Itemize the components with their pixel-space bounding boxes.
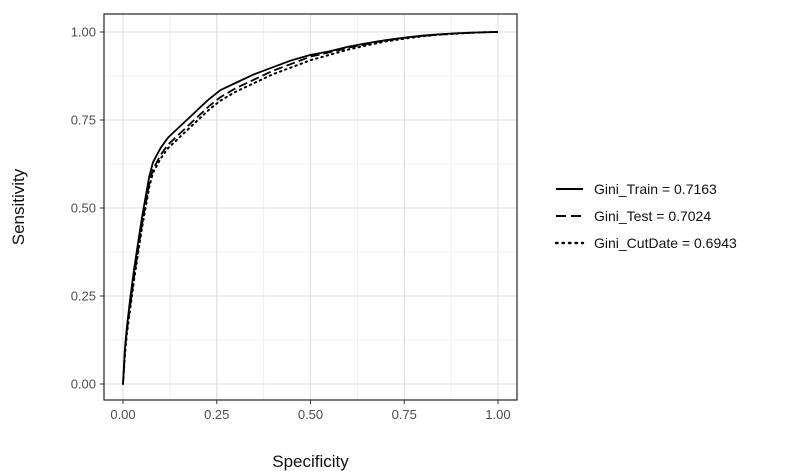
y-tick-label: 0.75 <box>71 113 96 128</box>
y-tick-label: 1.00 <box>71 25 96 40</box>
y-tick-label: 0.25 <box>71 289 96 304</box>
y-tick-label: 0.50 <box>71 201 96 216</box>
legend-label-1: Gini_Train = 0.7163 <box>594 181 717 197</box>
legend-label-3: Gini_CutDate = 0.6943 <box>594 235 737 251</box>
x-tick-label: 0.75 <box>392 407 417 422</box>
y-tick-label: 0.00 <box>71 377 96 392</box>
x-tick-label: 1.00 <box>485 407 510 422</box>
series-lines <box>122 31 499 385</box>
y-axis-title: Sensitivity <box>9 168 28 245</box>
x-tick-label: 0.00 <box>110 407 135 422</box>
series-line-3 <box>122 31 499 385</box>
axis-ticks: 0.00 0.25 0.50 0.75 1.00 0.00 0.25 0.50 0.75 1.00 <box>71 25 511 423</box>
x-axis-title: Specificity <box>272 452 349 471</box>
x-tick-label: 0.25 <box>204 407 229 422</box>
legend-label-2: Gini_Test = 0.7024 <box>594 208 711 224</box>
grid <box>104 14 517 400</box>
x-tick-label: 0.50 <box>298 407 323 422</box>
legend: Gini_Train = 0.7163 Gini_Test = 0.7024 Gin… <box>554 181 737 251</box>
